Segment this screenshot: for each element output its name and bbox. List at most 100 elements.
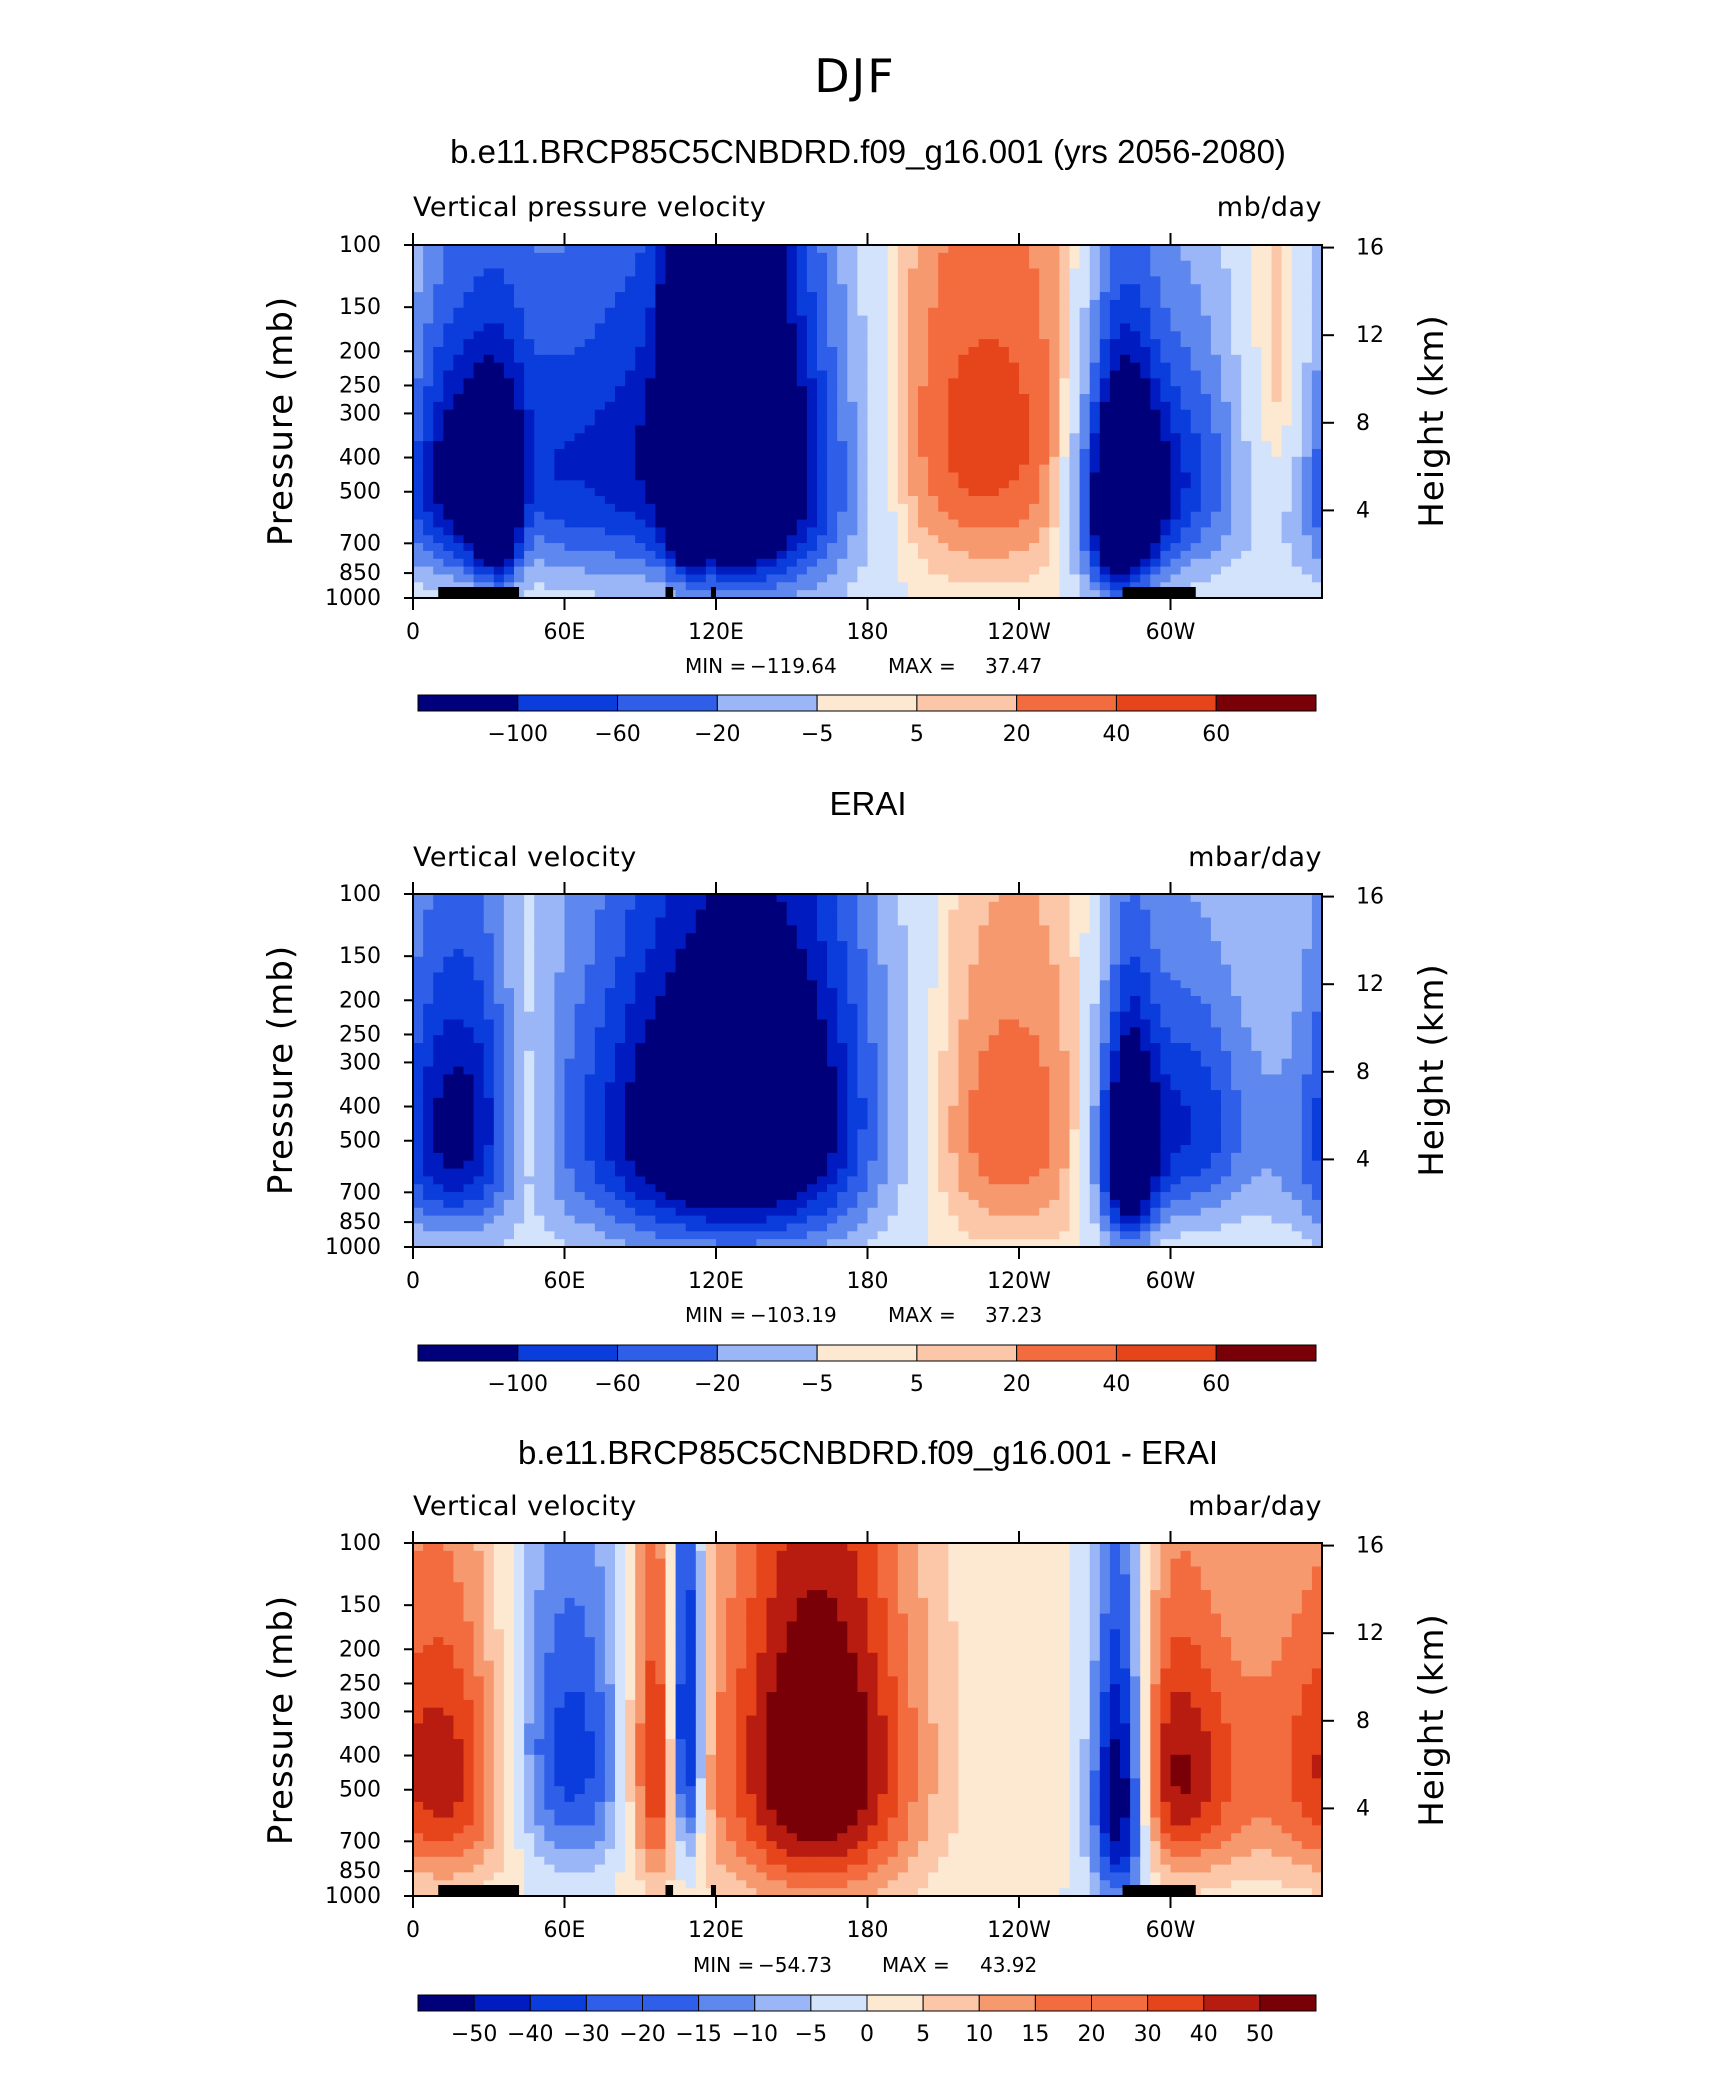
- contour-cell: [685, 307, 697, 317]
- contour-cell: [493, 409, 505, 419]
- contour-cell: [796, 550, 808, 560]
- contour-cell: [1231, 574, 1242, 583]
- panel-1-min-value: −119.64: [750, 654, 837, 678]
- contour-cell: [524, 339, 535, 348]
- contour-cell: [1099, 433, 1111, 442]
- contour-cell: [554, 323, 566, 332]
- contour-cell: [786, 299, 798, 309]
- contour-cell: [625, 519, 636, 528]
- contour-cell: [837, 590, 848, 599]
- contour-cell: [453, 323, 465, 332]
- contour-cell: [493, 331, 505, 340]
- contour-cell: [483, 276, 495, 285]
- contour-cell: [554, 378, 566, 387]
- contour-cell: [1089, 370, 1101, 379]
- contour-cell: [665, 276, 677, 285]
- contour-cell: [564, 574, 576, 583]
- contour-cell: [978, 370, 990, 379]
- contour-cell: [564, 378, 576, 387]
- contour-cell: [655, 417, 667, 427]
- contour-cell: [1008, 527, 1020, 536]
- contour-cell: [453, 354, 465, 364]
- contour-cell: [413, 503, 424, 513]
- contour-cell: [1180, 307, 1192, 317]
- contour-cell: [594, 323, 606, 332]
- contour-cell: [473, 894, 485, 903]
- contour-cell: [1180, 276, 1192, 285]
- contour-cell: [554, 433, 566, 442]
- contour-cell: [796, 323, 808, 332]
- contour-cell: [423, 386, 434, 395]
- contour-cell: [1039, 894, 1050, 903]
- contour-cell: [1221, 550, 1232, 560]
- contour-cell: [675, 417, 687, 427]
- contour-cell: [534, 417, 545, 427]
- contour-cell: [493, 582, 505, 591]
- contour-cell: [1109, 558, 1121, 568]
- contour-cell: [615, 245, 626, 254]
- contour-cell: [806, 535, 818, 544]
- contour-cell: [736, 292, 747, 301]
- contour-cell: [584, 535, 596, 544]
- contour-cell: [716, 425, 727, 434]
- contour-cell: [493, 323, 505, 332]
- contour-cell: [796, 448, 808, 458]
- contour-cell: [1231, 362, 1242, 372]
- contour-cell: [665, 268, 677, 277]
- contour-cell: [796, 331, 808, 340]
- contour-cell: [1039, 472, 1050, 481]
- contour-cell: [837, 464, 848, 474]
- contour-cell: [948, 917, 959, 926]
- contour-cell: [1039, 956, 1050, 966]
- contour-cell: [655, 378, 667, 387]
- contour-cell: [544, 386, 555, 395]
- contour-cell: [635, 480, 646, 489]
- contour-cell: [645, 315, 656, 325]
- contour-cell: [433, 933, 444, 942]
- contour-cell: [1200, 948, 1212, 958]
- contour-cell: [675, 574, 687, 583]
- contour-cell: [1019, 441, 1030, 450]
- contour-cell: [564, 433, 576, 442]
- contour-cell: [1281, 464, 1293, 474]
- contour-cell: [938, 409, 949, 419]
- contour-cell: [584, 292, 596, 301]
- contour-cell: [1190, 550, 1202, 560]
- contour-cell: [493, 284, 505, 293]
- contour-cell: [907, 543, 919, 552]
- contour-cell: [1069, 925, 1081, 934]
- contour-cell: [837, 582, 848, 591]
- contour-cell: [493, 941, 505, 950]
- contour-cell: [1251, 307, 1262, 317]
- contour-cell: [756, 558, 768, 568]
- contour-cell: [1291, 941, 1303, 950]
- contour-cell: [968, 441, 980, 450]
- contour-cell: [1089, 550, 1101, 560]
- contour-cell: [503, 917, 515, 926]
- contour-cell: [998, 535, 1010, 544]
- contour-cell: [877, 315, 889, 325]
- contour-cell: [756, 964, 768, 974]
- contour-cell: [685, 425, 697, 434]
- contour-cell: [837, 339, 848, 348]
- contour-cell: [1039, 448, 1050, 458]
- contour-cell: [1059, 503, 1071, 513]
- contour-cell: [1261, 535, 1273, 544]
- contour-cell: [877, 527, 889, 536]
- contour-cell: [483, 425, 495, 434]
- contour-cell: [1281, 941, 1293, 950]
- contour-cell: [716, 354, 727, 364]
- contour-cell: [503, 488, 515, 497]
- contour-cell: [1301, 354, 1313, 364]
- contour-cell: [1140, 394, 1151, 403]
- contour-cell: [1089, 268, 1101, 277]
- contour-cell: [817, 543, 828, 552]
- contour-cell: [1120, 260, 1131, 270]
- contour-cell: [736, 558, 747, 568]
- contour-cell: [1008, 511, 1020, 521]
- colorbar-box: [916, 694, 1018, 712]
- contour-cell: [938, 956, 949, 966]
- contour-cell: [877, 543, 889, 552]
- contour-cell: [1029, 448, 1040, 458]
- contour-cell: [1281, 409, 1293, 419]
